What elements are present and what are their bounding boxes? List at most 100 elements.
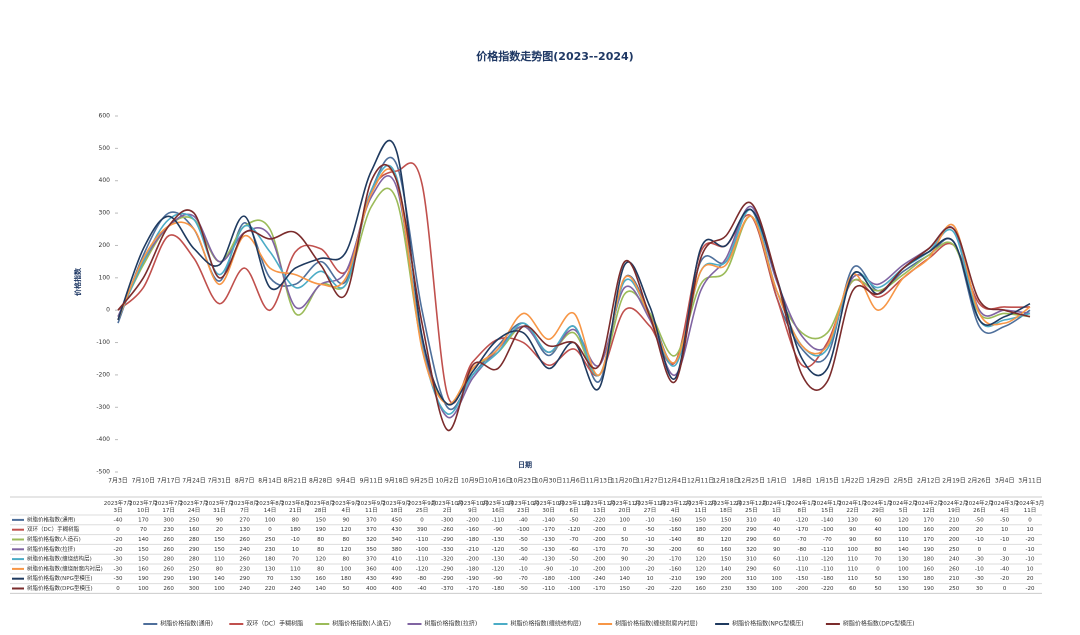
table-cell: -200 <box>593 527 606 533</box>
table-header: 2023年7月 3日 <box>104 499 133 514</box>
table-cell: 310 <box>746 517 757 523</box>
table-cell: -30 <box>1000 557 1009 563</box>
table-cell: -90 <box>494 576 503 582</box>
table-cell: 150 <box>619 586 630 592</box>
table-cell: 80 <box>317 547 324 553</box>
table-cell: -100 <box>517 527 530 533</box>
table-cell: 400 <box>391 566 402 572</box>
table-cell: 160 <box>138 566 149 572</box>
x-tick-label: 1月1日 <box>767 478 787 485</box>
legend-label: 树脂价格指数(NPG型模压) <box>732 620 803 628</box>
table-cell: 100 <box>898 527 909 533</box>
x-tick-label: 10月2日 <box>436 478 459 485</box>
table-cell: 150 <box>721 517 732 523</box>
table-cell: 180 <box>265 557 276 563</box>
x-tick-label: 11月20日 <box>611 478 638 485</box>
x-tick-label: 3月11日 <box>1018 478 1041 485</box>
table-cell: 240 <box>239 547 250 553</box>
table-cell: -110 <box>821 547 834 553</box>
table-cell: 30 <box>976 586 983 592</box>
x-tick-label: 9月18日 <box>385 478 408 485</box>
table-row-label: 树脂价格指数(人造石) <box>27 535 81 543</box>
table-cell: 10 <box>647 576 654 582</box>
table-cell: -20 <box>646 586 655 592</box>
table-cell: 80 <box>875 547 882 553</box>
table-cell: 0 <box>623 527 627 533</box>
table-cell: 210 <box>949 576 960 582</box>
table-cell: -140 <box>542 517 555 523</box>
table-cell: 150 <box>138 547 149 553</box>
table-cell: 70 <box>292 557 299 563</box>
table-cell: 50 <box>343 586 350 592</box>
table-cell: 0 <box>1028 517 1032 523</box>
table-row-label: 树脂价格指数(NPG型模压) <box>27 574 93 582</box>
table-cell: -210 <box>466 547 479 553</box>
table-cell: 70 <box>875 557 882 563</box>
table-cell: 150 <box>315 517 326 523</box>
table-cell: 0 <box>116 527 120 533</box>
table-header: 2024年1月 15日 <box>813 499 842 514</box>
chart-title: 价格指数走势图(2023--2024) <box>476 49 633 63</box>
table-cell: 60 <box>773 537 780 543</box>
legend-label: 双环（DC）手糊树脂 <box>246 620 303 628</box>
table-cell: 150 <box>214 537 225 543</box>
table-header: 2024年3月 11日 <box>1016 499 1045 514</box>
table-header: 2023年7月 24日 <box>180 499 209 514</box>
table-cell: 110 <box>898 537 909 543</box>
series-line <box>117 163 1031 431</box>
table-cell: 190 <box>189 576 200 582</box>
table-cell: 230 <box>265 547 276 553</box>
table-cell: 270 <box>239 517 250 523</box>
table-cell: -200 <box>593 557 606 563</box>
table-cell: 300 <box>189 586 200 592</box>
table-cell: 60 <box>697 547 704 553</box>
table-cell: 180 <box>695 527 706 533</box>
y-tick-label: 200 <box>99 242 111 249</box>
table-cell: 80 <box>697 537 704 543</box>
table-cell: 150 <box>721 557 732 563</box>
table-cell: 170 <box>923 517 934 523</box>
table-cell: 220 <box>265 586 276 592</box>
table-header: 2023年9月 11日 <box>357 499 386 514</box>
table-cell: 200 <box>721 527 732 533</box>
table-header: 2024年3月 4日 <box>990 499 1019 514</box>
table-cell: 290 <box>746 537 757 543</box>
table-cell: 110 <box>290 566 301 572</box>
table-cell: -130 <box>492 557 505 563</box>
table-cell: -370 <box>441 586 454 592</box>
y-tick-label: -200 <box>96 371 110 378</box>
table-cell: -180 <box>466 566 479 572</box>
x-tick-label: 3月4日 <box>995 478 1015 485</box>
table-cell: -120 <box>568 527 581 533</box>
table-cell: 200 <box>949 527 960 533</box>
x-tick-label: 8月28日 <box>309 478 332 485</box>
table-cell: -140 <box>669 537 682 543</box>
table-cell: 100 <box>619 566 630 572</box>
table-cell: 80 <box>292 517 299 523</box>
table-cell: -40 <box>1000 566 1009 572</box>
table-cell: -10 <box>291 537 300 543</box>
x-tick-label: 10月16日 <box>484 478 511 485</box>
table-cell: 170 <box>923 537 934 543</box>
table-cell: 90 <box>849 527 856 533</box>
legend-label: 树脂价格指数(人造石) <box>332 620 391 628</box>
legend-label: 树脂价格指数(DPG型模压) <box>843 620 915 628</box>
table-cell: -110 <box>796 557 809 563</box>
table-cell: -110 <box>796 566 809 572</box>
table-cell: 130 <box>239 527 250 533</box>
table-cell: -10 <box>1026 547 1035 553</box>
table-cell: 430 <box>391 527 402 533</box>
table-cell: -70 <box>798 537 807 543</box>
table-cell: -160 <box>669 527 682 533</box>
table-cell: 10 <box>1027 527 1034 533</box>
x-tick-label: 2月19日 <box>942 478 965 485</box>
x-tick-label: 7月31日 <box>208 478 231 485</box>
table-cell: 290 <box>746 527 757 533</box>
table-header: 2023年10月 23日 <box>507 499 539 514</box>
table-cell: 160 <box>721 547 732 553</box>
table-cell: 160 <box>923 527 934 533</box>
table-cell: 0 <box>978 547 982 553</box>
table-header: 2023年8月 28日 <box>306 499 335 514</box>
x-tick-label: 2月5日 <box>894 478 914 485</box>
table-cell: 320 <box>366 537 377 543</box>
